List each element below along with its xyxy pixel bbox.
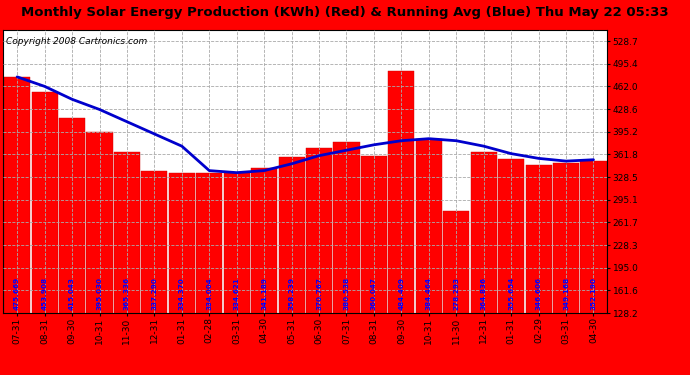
Bar <box>279 157 305 375</box>
Bar <box>169 173 195 375</box>
Text: 334.370: 334.370 <box>179 278 185 310</box>
Bar <box>416 139 442 375</box>
Text: 360.047: 360.047 <box>371 278 377 310</box>
Text: 358.239: 358.239 <box>288 277 295 310</box>
Bar <box>32 92 58 375</box>
Bar <box>498 159 524 375</box>
Bar <box>141 171 168 375</box>
Text: 484.409: 484.409 <box>398 278 404 310</box>
Text: 415.043: 415.043 <box>69 278 75 310</box>
Bar <box>224 173 250 375</box>
Bar <box>86 132 112 375</box>
Bar <box>388 71 415 375</box>
Text: Copyright 2008 Cartronics.com: Copyright 2008 Cartronics.com <box>6 37 148 46</box>
Bar <box>4 77 30 375</box>
Text: 365.336: 365.336 <box>124 277 130 310</box>
Bar <box>251 168 277 375</box>
Text: 384.464: 384.464 <box>426 278 432 310</box>
Bar <box>553 163 579 375</box>
Bar <box>114 152 140 375</box>
Text: 475.669: 475.669 <box>14 277 20 310</box>
Text: 349.168: 349.168 <box>563 277 569 310</box>
Bar <box>580 161 607 375</box>
Text: 380.538: 380.538 <box>344 277 350 310</box>
Bar <box>333 142 359 375</box>
Text: 355.654: 355.654 <box>508 277 514 310</box>
Bar <box>443 211 469 375</box>
Bar <box>361 156 387 375</box>
Text: 370.767: 370.767 <box>316 278 322 310</box>
Text: Monthly Solar Energy Production (KWh) (Red) & Running Avg (Blue) Thu May 22 05:3: Monthly Solar Energy Production (KWh) (R… <box>21 6 669 19</box>
Text: 334.621: 334.621 <box>234 278 239 310</box>
Bar <box>471 152 497 375</box>
Text: 334.004: 334.004 <box>206 278 213 310</box>
Text: 395.030: 395.030 <box>97 278 103 310</box>
Text: 346.606: 346.606 <box>535 277 542 310</box>
Text: 352.190: 352.190 <box>591 278 596 310</box>
Bar <box>526 165 551 375</box>
Text: 337.290: 337.290 <box>151 278 157 310</box>
Bar <box>196 173 222 375</box>
Text: 278.293: 278.293 <box>453 278 460 310</box>
Text: 453.908: 453.908 <box>41 277 48 310</box>
Text: 341.189: 341.189 <box>261 278 267 310</box>
Bar <box>59 118 85 375</box>
Bar <box>306 148 332 375</box>
Text: 364.836: 364.836 <box>481 277 486 310</box>
